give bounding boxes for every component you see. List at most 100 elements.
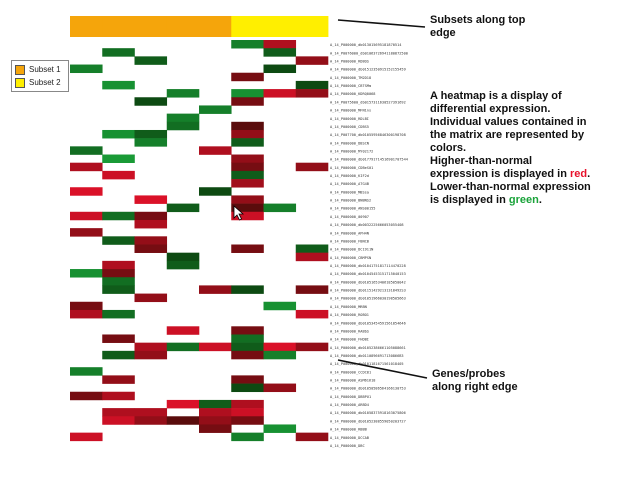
gene-label: A_14_P000000_db01053454591561854646	[330, 321, 406, 325]
heatmap-description: A heatmap is a display of differential e…	[430, 90, 630, 207]
gene-label: A_14_P000000_DBSCN	[330, 141, 369, 145]
gene-label: A_14_P000000_FBNCB	[330, 239, 369, 243]
heatmap-cell	[199, 424, 232, 433]
heatmap-cell	[70, 301, 103, 311]
heatmap-cell	[134, 293, 168, 303]
heatmap-cell	[102, 334, 135, 343]
heatmap-cell	[70, 64, 103, 74]
gene-label: A_14_P000000_MFN1ns	[330, 109, 371, 113]
gene-label: A_14_P0075600_db0157311630527391692	[330, 100, 406, 104]
heatmap-cell	[231, 162, 264, 172]
subset-bar-cell	[199, 16, 232, 37]
heatmap-cell	[134, 97, 168, 106]
heatmap-cell	[166, 342, 200, 352]
heatmap-cell	[295, 342, 329, 352]
description-text: .	[538, 193, 542, 206]
gene-label: A_14_P000000_RBBB	[330, 428, 367, 432]
heatmap-cell	[231, 138, 264, 147]
heatmap-cell	[166, 89, 200, 98]
subset-bar	[70, 16, 329, 37]
gene-label: A_14_P000000_RDBOS	[330, 59, 369, 63]
subset-bar-cell	[102, 16, 135, 37]
heatmap-cell	[102, 154, 135, 163]
heatmap-cell	[199, 105, 232, 114]
description-line: expression is displayed in red.	[430, 168, 630, 181]
heatmap-cell	[102, 391, 135, 401]
heatmap-cell	[134, 211, 168, 221]
heatmap-cell	[295, 309, 329, 319]
gene-label: A_14_P000000_ROBO1	[330, 313, 369, 317]
heatmap-cell	[134, 416, 168, 425]
gene-label: A_14_P000000_TM2D18	[330, 76, 371, 80]
subset-bar-cell	[263, 16, 297, 37]
gene-label: A_14_P000000_db01050586564166130753	[330, 387, 406, 391]
annotation-line: edge	[430, 26, 456, 39]
heatmap-cell	[263, 48, 297, 57]
heatmap-cell	[102, 129, 135, 139]
gene-label: A_14_P000000_RDLBI	[330, 117, 369, 121]
heatmap-cell	[102, 416, 135, 425]
heatmap-cell	[70, 432, 103, 442]
gene-label: A_14_P000000_db01108966917130866B3	[330, 354, 404, 358]
heatmap-cell	[70, 228, 103, 237]
green-word: green	[508, 193, 539, 206]
heatmap-cell	[102, 236, 135, 245]
heatmap-cell	[199, 399, 232, 409]
heatmap-cell	[102, 48, 135, 57]
heatmap-cell	[231, 334, 264, 343]
heatmap-cell	[295, 285, 329, 294]
gene-labels: A_14_P000000_db013015695181870514 A_14_P0…	[330, 43, 408, 448]
heatmap-cell	[102, 269, 135, 278]
heatmap-cell	[102, 211, 135, 221]
heatmap-cell	[231, 97, 264, 106]
description-line: the matrix are represented by	[430, 128, 585, 141]
heatmap-cell	[166, 113, 200, 123]
gene-label: A_14_P000000_MY02172	[330, 149, 373, 153]
heatmap-cell	[231, 211, 264, 221]
legend: Subset 1 Subset 2	[11, 60, 69, 92]
description-line: A heatmap is a display of	[430, 90, 562, 102]
gene-label: A_14_P000000_CDBeS01	[330, 166, 373, 170]
heatmap-cell	[102, 408, 135, 417]
gene-label: A_14_P000000_DBBPU1	[330, 395, 371, 399]
cursor-icon	[233, 205, 245, 221]
heatmap-cell	[231, 170, 264, 180]
heatmap-cell	[231, 121, 264, 131]
gene-label: A_14_P000000_CBTSMm	[330, 84, 371, 88]
legend-label: Subset 1	[29, 65, 61, 74]
heatmap-cell	[102, 375, 135, 384]
heatmap-cell	[166, 399, 200, 409]
gene-label: A_14_P007700_db01055956846300198708	[330, 133, 406, 137]
heatmap-cell	[70, 309, 103, 319]
heatmap-cell	[166, 252, 200, 262]
description-line: Individual values contained in	[430, 115, 587, 128]
heatmap-cell	[166, 203, 200, 213]
subset-bar-cell	[70, 16, 103, 37]
heatmap-cell	[263, 40, 297, 49]
heatmap-cell	[263, 383, 297, 393]
gene-label: A_14_P000000_db01041751817114470228	[330, 264, 406, 268]
heatmap-cell	[295, 56, 329, 65]
heatmap-cell	[102, 309, 135, 319]
description-line: colors.	[430, 141, 467, 154]
heatmap-cell	[231, 154, 264, 163]
subset-bar-cell	[231, 16, 264, 37]
legend-swatch-subset-1	[15, 64, 25, 75]
heatmap-cells	[70, 40, 329, 442]
heatmap-cell	[102, 277, 135, 286]
annotation-line: Subsets along top	[430, 14, 526, 26]
heatmap-cell	[70, 391, 103, 401]
legend-swatch-subset-2	[15, 77, 25, 88]
heatmap-cell	[231, 350, 264, 360]
heatmap-cell	[199, 416, 232, 425]
gene-label: A_14_P000000_db013015695181870514	[330, 43, 401, 47]
gene-label: A_14_P000000_DCCAB	[330, 436, 369, 440]
heatmap-cell	[134, 219, 168, 229]
heatmap-cell	[134, 342, 168, 352]
subset-bar-cell	[295, 16, 329, 37]
annotation-line: Genes/probes	[432, 368, 506, 380]
gene-label: A_14_P000000_db01512350915152155459	[330, 68, 406, 72]
heatmap-cell	[70, 146, 103, 155]
heatmap-cell	[199, 408, 232, 417]
